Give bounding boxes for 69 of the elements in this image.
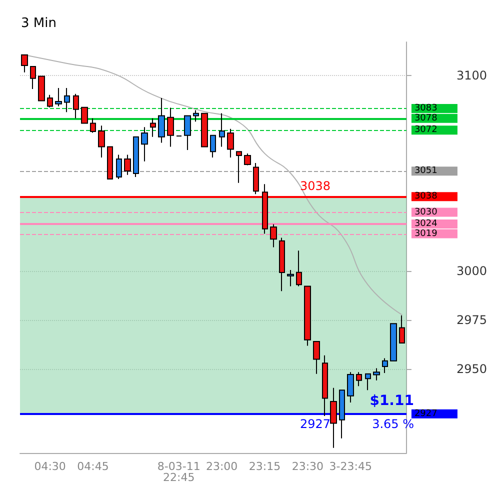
candlestick (38, 76, 45, 102)
annotation: $1.11 (370, 393, 414, 409)
candlestick (167, 107, 174, 148)
y-tick-label: 3000 (456, 264, 488, 278)
candlestick (158, 97, 165, 144)
candlestick (184, 115, 191, 151)
y-tick-label: 2975 (456, 312, 488, 327)
ref-line-label: 3072 (414, 125, 438, 136)
x-tick-label: 3-23:45 (329, 460, 372, 473)
ref-line-label: 3051 (414, 166, 438, 176)
annotation: 3.65 % (372, 417, 414, 431)
candlestick (390, 323, 397, 362)
candlestick (201, 112, 208, 148)
ref-line-label: 3083 (414, 104, 438, 114)
candlestick (270, 224, 277, 248)
candlestick (262, 184, 268, 234)
x-tick-label: 04:30 (34, 460, 66, 473)
annotation: 2927 (300, 417, 331, 431)
ref-line-label: 2927 (414, 408, 438, 419)
ref-line-label: 3024 (414, 219, 438, 230)
candlestick (399, 314, 405, 344)
candlestick (141, 126, 148, 162)
candlestick (287, 270, 294, 287)
x-tick-label: 23:00 (206, 460, 238, 473)
candlestick (373, 368, 380, 381)
candlestick (210, 134, 216, 158)
candlestick (133, 136, 139, 178)
candlestick (347, 372, 354, 404)
x-tick-label: 04:45 (77, 460, 109, 473)
candlestick (107, 146, 113, 180)
candlestick (219, 112, 225, 148)
candlestick (98, 125, 105, 158)
candlestick (227, 128, 234, 158)
candlestick (81, 106, 88, 124)
candlestick (322, 354, 328, 417)
candlestick (304, 286, 311, 346)
candlestick (339, 390, 345, 439)
candlestick (30, 66, 36, 90)
candlestick (73, 93, 79, 119)
candlestick (21, 54, 28, 73)
candlestick (116, 154, 122, 180)
candlestick (330, 387, 337, 448)
candlestick (124, 154, 131, 176)
candlestick (236, 151, 242, 184)
candlestick (90, 118, 96, 134)
x-tick-label: 23:30 (292, 460, 324, 473)
chart-title: 3 Min (21, 16, 56, 31)
ref-line-label: 3078 (414, 113, 438, 124)
ref-line-label: 3038 (414, 192, 438, 202)
y-tick-label: 2950 (456, 362, 488, 376)
candlestick (193, 110, 199, 122)
ref-line-label: 3030 (414, 207, 438, 218)
candlestick (356, 372, 362, 387)
candlestick (64, 87, 70, 113)
candlestick (150, 118, 156, 138)
x-tick-label: 23:15 (248, 460, 281, 473)
annotation: 3038 (300, 179, 331, 193)
candlestick (47, 94, 53, 108)
candlestick (55, 87, 62, 107)
candlestick (313, 340, 320, 374)
y-tick-label: 3100 (456, 68, 488, 82)
x-tick-label: 8-03-11 22:45 (157, 460, 200, 484)
candlestick (296, 250, 302, 287)
ref-line-label: 3019 (414, 228, 438, 239)
candlestick (382, 358, 388, 374)
candlestick (365, 373, 371, 391)
candlestick (253, 162, 259, 195)
candlestick (279, 237, 285, 292)
candlestick (244, 153, 251, 166)
